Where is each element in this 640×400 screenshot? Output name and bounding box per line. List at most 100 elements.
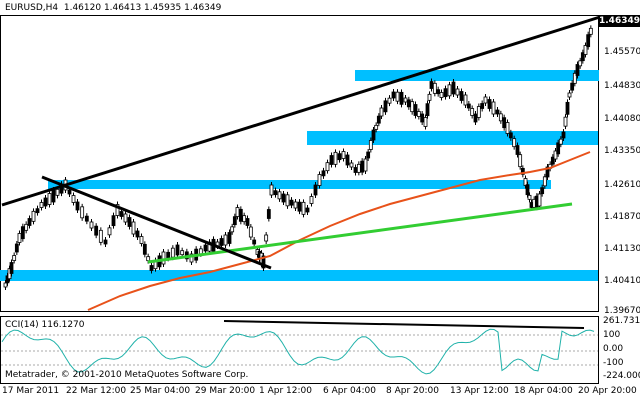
price-zone[interactable]	[307, 131, 598, 145]
candle-body	[463, 94, 468, 106]
price-label: 1.42610	[604, 180, 640, 190]
candle-body	[570, 82, 575, 91]
candle-body	[349, 162, 354, 168]
candle-body	[363, 158, 368, 172]
candle-body	[455, 88, 460, 96]
candle-body	[119, 211, 124, 217]
candle-body	[558, 138, 563, 145]
candle-body	[556, 142, 561, 155]
candle-body	[325, 162, 330, 172]
candle-body	[242, 215, 247, 223]
upper-trendline[interactable]	[1, 15, 601, 207]
price-label: 1.44830	[604, 81, 640, 91]
candle-body	[252, 239, 257, 245]
candle-body	[27, 218, 32, 226]
price-label: 1.41130	[604, 244, 640, 254]
candle-body	[227, 232, 232, 244]
candle-body	[360, 160, 365, 173]
candle-body	[550, 156, 555, 165]
candle-body	[495, 109, 500, 115]
time-label: 29 Mar 20:00	[195, 386, 256, 396]
symbol-label: EURUSD,H4	[5, 3, 59, 13]
candle-body	[146, 256, 151, 262]
candle-body	[466, 103, 471, 109]
candle-body	[451, 81, 456, 95]
candle-body	[353, 167, 358, 173]
candle-body	[309, 196, 314, 204]
candle-body	[542, 176, 547, 187]
candle-body	[563, 116, 568, 127]
candle-body	[14, 243, 19, 253]
candle-body	[383, 100, 388, 113]
cci-divergence-line[interactable]	[223, 320, 585, 329]
candle-body	[189, 253, 194, 263]
green-support-trendline[interactable]	[147, 202, 573, 264]
candle-body	[94, 225, 99, 236]
price-zone[interactable]	[355, 70, 599, 81]
candle-body	[71, 195, 76, 203]
price-label: 1.40410	[604, 276, 640, 286]
time-label: 6 Apr 04:00	[323, 386, 376, 396]
candle-body	[429, 81, 434, 89]
candle-body	[520, 167, 525, 175]
candle-body	[75, 201, 80, 211]
candle-body	[20, 226, 25, 240]
candle-body	[459, 91, 464, 101]
candle-body	[470, 108, 475, 116]
candle-body	[123, 213, 128, 223]
candle-body	[67, 189, 72, 195]
candle-body	[527, 194, 532, 200]
candle-body	[51, 189, 56, 203]
candle-body	[525, 184, 530, 196]
candle-body	[413, 104, 418, 116]
candle-body	[107, 227, 112, 236]
candle-body	[580, 52, 585, 62]
candle-body	[289, 199, 294, 206]
cci-pane-border	[0, 316, 599, 384]
candle-body	[423, 117, 428, 127]
candle-body	[317, 174, 322, 186]
cci-axis-label: 261.7319	[603, 316, 640, 326]
candle-body	[371, 129, 376, 141]
cci-axis-label: -224.0007	[603, 371, 640, 381]
candle-body	[43, 197, 48, 207]
descending-trendline[interactable]	[41, 175, 272, 270]
candle-body	[161, 251, 166, 265]
candle-body	[245, 218, 250, 226]
candle-body	[443, 88, 448, 98]
candle-body	[12, 255, 17, 261]
candle-body	[305, 207, 310, 213]
candle-body	[416, 111, 421, 117]
candle-body	[379, 107, 384, 117]
candle-body	[230, 226, 235, 233]
time-label: 1 Apr 12:00	[259, 386, 312, 396]
candle-body	[410, 101, 415, 113]
time-label: 22 Mar 12:00	[66, 386, 127, 396]
price-zone[interactable]	[48, 180, 551, 189]
candle-body	[142, 243, 147, 255]
candle-body	[515, 145, 520, 155]
candle-body	[115, 204, 120, 216]
candle-body	[341, 151, 346, 159]
price-label: 1.41870	[604, 212, 640, 222]
candle-body	[329, 155, 334, 165]
main-pane-border	[0, 15, 599, 312]
chart-header: EURUSD,H4 1.46120 1.46413 1.45935 1.4634…	[5, 3, 221, 13]
candle-body	[170, 247, 175, 258]
candle-body	[420, 113, 425, 123]
candle-body	[473, 113, 478, 123]
price-label: 1.45570	[604, 47, 640, 57]
candle-body	[281, 193, 286, 203]
price-label: 1.43350	[604, 146, 640, 156]
time-label: 20 Apr 20:00	[578, 386, 637, 396]
candle-body	[345, 154, 350, 166]
candle-body	[84, 215, 89, 222]
price-zone[interactable]	[0, 270, 598, 281]
candle-body	[540, 187, 545, 195]
candle-body	[235, 207, 240, 217]
candle-body	[425, 103, 430, 117]
candle-body	[273, 190, 278, 196]
candlesticks	[3, 25, 593, 290]
candle-body	[567, 92, 572, 98]
